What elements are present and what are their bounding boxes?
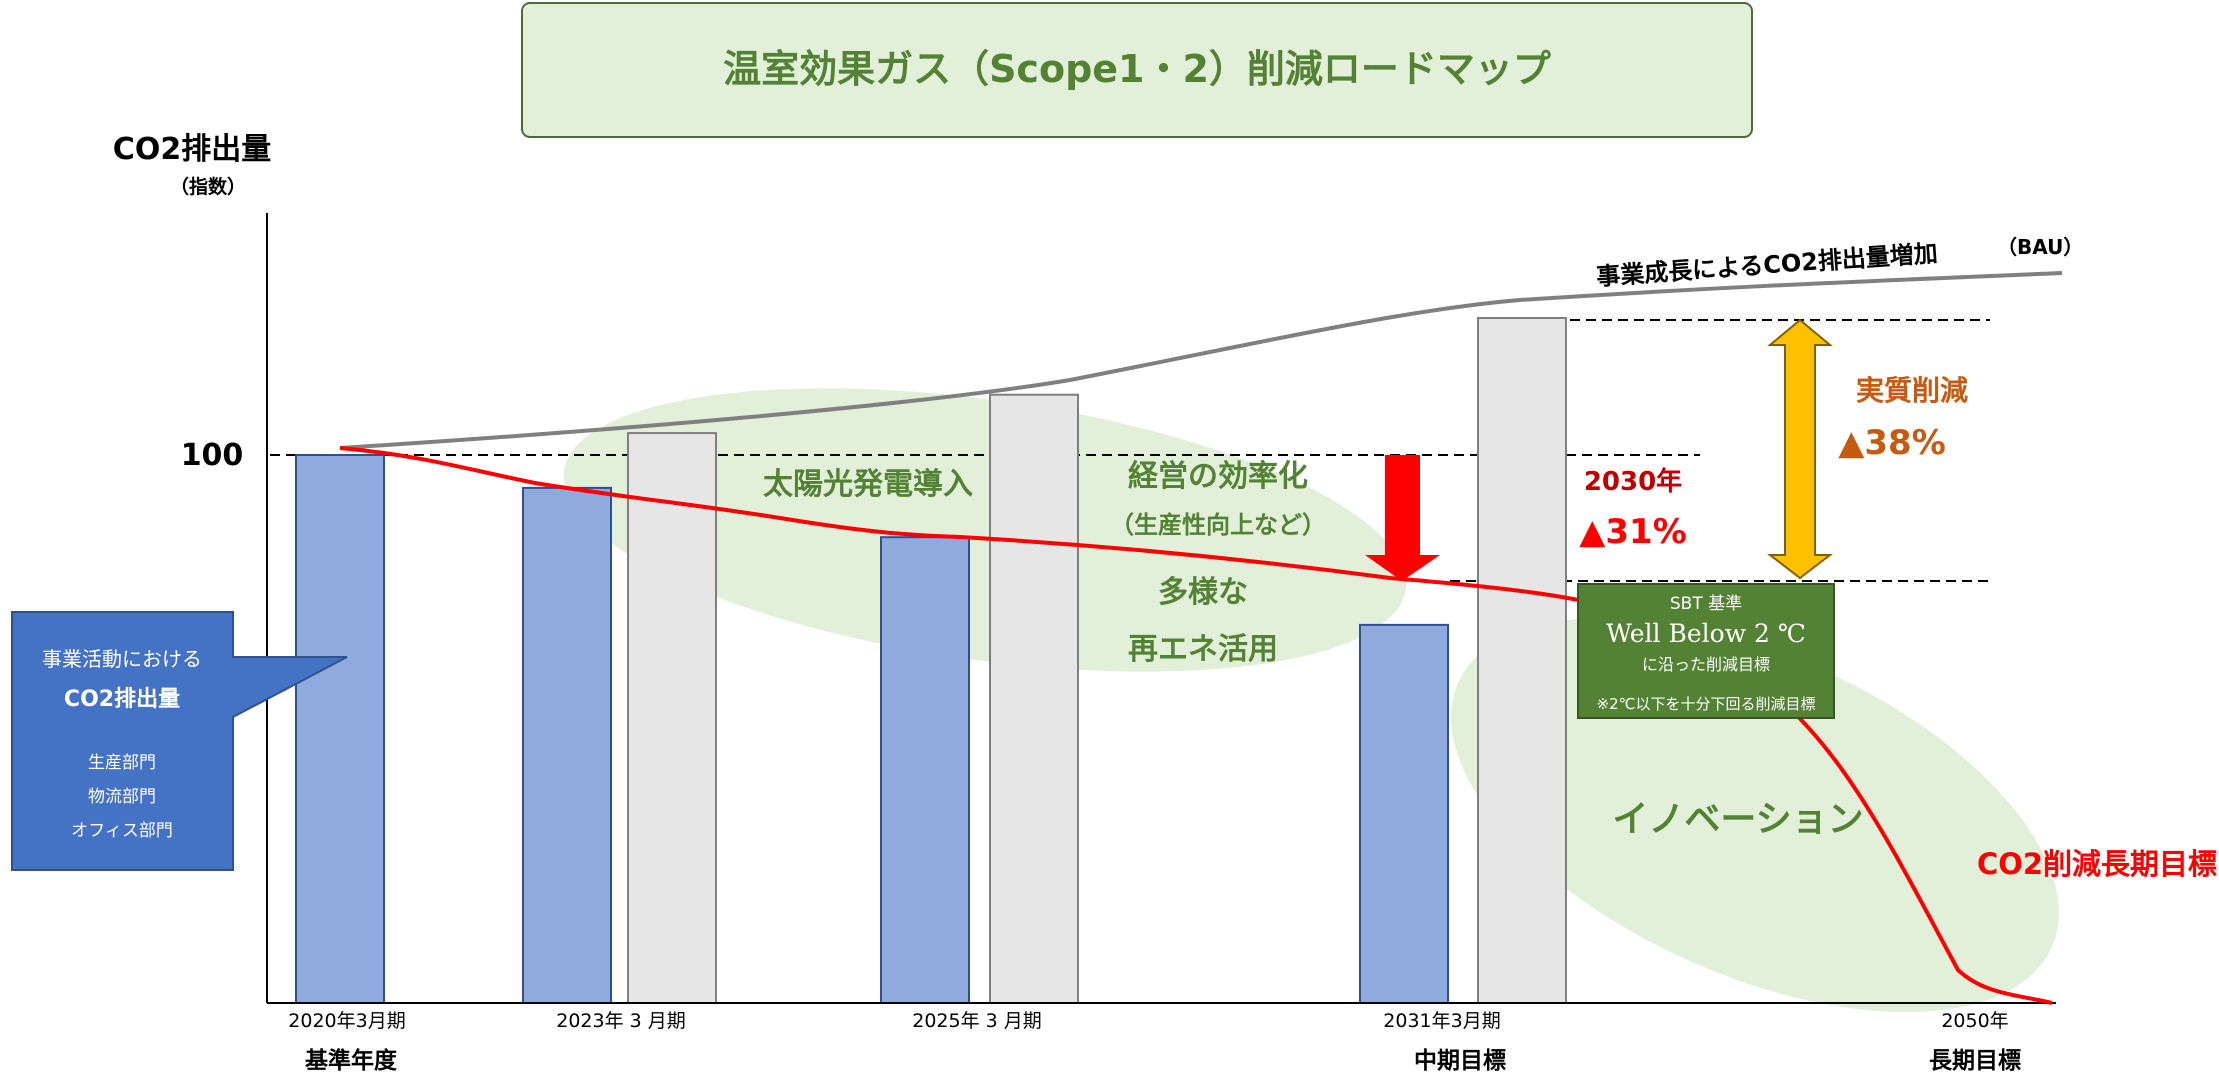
actual-bar [522,486,612,1004]
x-tick-2025: 2025年 3 月期 [912,1010,1042,1032]
title-box [521,2,1753,138]
y-tick-100: 100 [181,438,244,473]
bau-tag: （BAU） [1997,235,2083,259]
real-reduction-arrow [1767,318,1833,580]
real-reduction-label: 実質削減 [1856,374,1968,407]
callout-line-1: 事業活動における [42,647,202,671]
emissions-callout [11,611,348,871]
target-2030-label: 2030年 [1584,466,1682,497]
x-sublabel-mid: 中期目標 [1414,1048,1506,1074]
long-term-label: CO2削減長期目標 [1977,847,2217,881]
reduction-arrow-2030 [1365,455,1440,581]
sbt-line-1: SBT 基準 [1670,594,1742,614]
sbt-box [1577,583,1835,719]
callout-dept-3: オフィス部門 [71,821,173,841]
bau-bar [1477,317,1567,1004]
x-tick-2020: 2020年3月期 [288,1010,405,1032]
measure-renew-1: 多様な [1158,575,1248,610]
x-tick-2031: 2031年3月期 [1383,1010,1500,1032]
measure-renew-2: 再エネ活用 [1128,632,1278,667]
actual-bar [880,536,970,1004]
x-tick-2050: 2050年 [1941,1010,2008,1032]
measure-solar: 太陽光発電導入 [763,467,973,502]
target-2030-value: ▲31% [1579,512,1687,552]
x-tick-2023: 2023年 3 月期 [556,1010,686,1032]
measure-innovation: イノベーション [1612,799,1863,840]
y-axis-sublabel: （指数） [170,175,246,198]
sbt-note: ※2℃以下を十分下回る削減目標 [1597,695,1816,713]
y-axis-label: CO2排出量 [113,132,271,167]
chart-title: 温室効果ガス（Scope1・2）削減ロードマップ [723,47,1551,91]
measures-ellipse [563,388,1407,672]
actual-bar [295,454,385,1004]
actual-bar [1359,623,1449,1004]
sbt-line-2: Well Below 2 ℃ [1606,619,1806,648]
bau-bar [627,432,717,1004]
actual-bars [295,454,1449,1004]
measure-efficiency-sub: （生産性向上など） [1110,511,1326,539]
bau-bar [989,393,1079,1005]
sbt-line-3: に沿った削減目標 [1642,655,1770,674]
callout-dept-1: 生産部門 [88,753,156,773]
measure-efficiency: 経営の効率化 [1128,459,1308,494]
callout-dept-2: 物流部門 [88,787,156,807]
bau-line [339,271,2063,450]
real-reduction-value: ▲38% [1838,423,1946,463]
x-sublabel-long: 長期目標 [1929,1048,2021,1074]
callout-line-2: CO2排出量 [64,687,180,712]
bau-bars [627,317,1567,1005]
bau-label: 事業成長によるCO2排出量増加 [1595,239,1938,291]
x-sublabel-base: 基準年度 [305,1047,398,1074]
target-line [339,446,2053,1005]
